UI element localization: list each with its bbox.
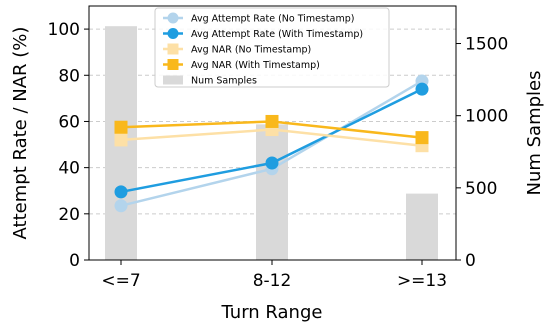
left-tick-label: 80 [58,66,80,86]
series-3-point-2 [415,131,429,145]
right-axis-ticks: 0 500 1000 1500 [456,35,508,271]
legend-marker-2 [167,43,179,55]
left-tick-label: 40 [58,159,80,179]
legend-marker-0 [167,12,179,24]
series-0-point-0 [114,199,128,213]
left-tick-label: 0 [69,251,80,271]
legend-marker-1 [167,28,179,39]
x-tick-label: <=7 [101,271,140,291]
right-tick-label: 1000 [465,107,508,127]
y-axis-label: Attempt Rate / NAR (%) [10,27,31,240]
legend-box [154,7,390,88]
legend-label-3: Avg NAR (With Timestamp) [191,60,320,71]
bar-num-samples-1 [256,124,288,260]
x-tick-label: 8-12 [253,271,292,291]
series-3-point-0 [114,120,128,134]
legend-marker-3 [167,59,179,70]
series-2-point-0 [114,133,128,147]
x-tick-label: >=13 [397,271,447,291]
lines-group [114,74,429,213]
legend-label-1: Avg Attempt Rate (With Timestamp) [191,29,363,40]
series-1-point-1 [265,156,279,170]
left-axis-ticks: 0 20 40 60 80 100 [48,20,89,271]
series-1-point-0 [114,185,128,199]
right-tick-label: 500 [465,179,497,199]
series-3-point-1 [265,114,279,128]
x-axis-ticks: <=7 8-12 >=13 [101,260,447,291]
legend: Avg Attempt Rate (No Timestamp) Avg Attem… [154,7,390,88]
legend-label-bars: Num Samples [191,76,257,87]
series-1-point-2 [415,82,429,96]
legend-label-0: Avg Attempt Rate (No Timestamp) [191,14,354,25]
y2-axis-label: Num Samples [524,71,545,196]
right-tick-label: 0 [465,251,476,271]
right-tick-label: 1500 [465,35,508,55]
bar-num-samples-2 [406,193,438,260]
x-axis-label: Turn Range [221,302,323,323]
legend-marker-bars [163,75,183,85]
left-tick-label: 20 [58,205,80,225]
left-tick-label: 60 [58,112,80,132]
left-tick-label: 100 [48,20,80,40]
legend-label-2: Avg NAR (No Timestamp) [191,45,311,56]
